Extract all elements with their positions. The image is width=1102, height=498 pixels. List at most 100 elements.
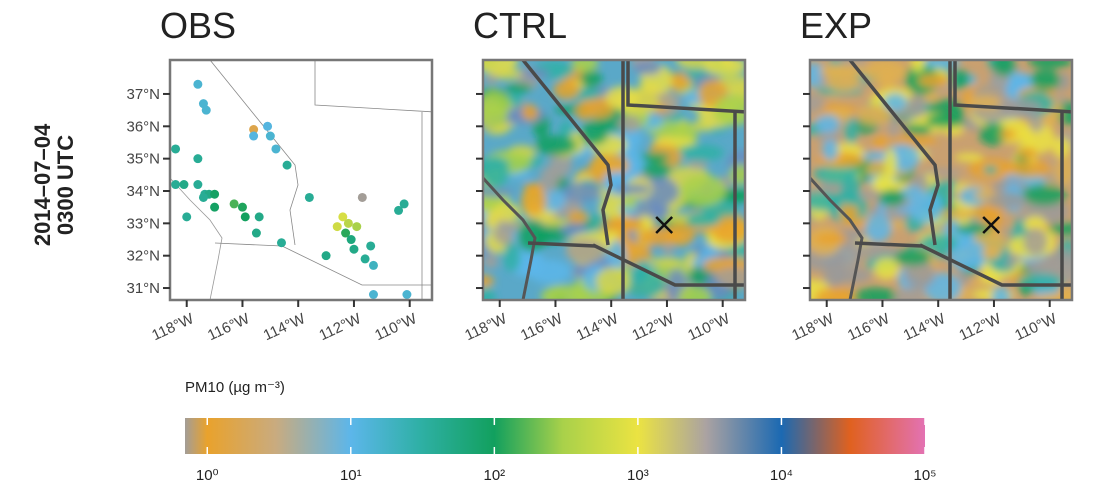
obs-point (402, 290, 412, 300)
field-blob (815, 114, 841, 134)
obs-point (394, 205, 404, 215)
field-blob (505, 83, 532, 93)
row-label: 0300 UTC (53, 135, 78, 235)
field-blob (483, 188, 515, 197)
field-blob (491, 68, 522, 80)
obs-point (368, 260, 378, 270)
field-blob (856, 104, 892, 126)
obs-point (171, 144, 181, 154)
field-blob (636, 202, 670, 218)
x-tick-label: 116°W (518, 310, 566, 344)
field-blob (558, 121, 574, 139)
field-blob (814, 287, 855, 300)
field-blob (483, 254, 499, 269)
obs-point (349, 244, 359, 254)
x-tick-label: 110°W (372, 310, 420, 344)
obs-point (193, 79, 203, 89)
field-blob (884, 148, 897, 179)
obs-point (182, 212, 192, 222)
field-blob (992, 60, 1016, 77)
field-blob (1048, 222, 1072, 235)
colorbar-tick-label: 10² (483, 467, 505, 484)
field-blob (1017, 273, 1064, 290)
coastline (170, 177, 223, 300)
field-blob (579, 70, 603, 88)
field-blob (908, 94, 926, 109)
obs-point (237, 202, 247, 212)
field-blob (535, 135, 577, 156)
field-blob (950, 70, 970, 89)
field-blob (567, 210, 589, 225)
obs-point (193, 154, 203, 164)
obs-point (193, 180, 203, 190)
field-blob (622, 197, 636, 209)
obs-point (240, 212, 250, 222)
field-blob (1005, 160, 1053, 178)
y-tick-label: 33°N (126, 215, 160, 232)
field-blob (910, 60, 926, 73)
obs-point (282, 160, 292, 170)
field-blob (925, 114, 966, 128)
x-tick-label: 114°W (574, 310, 622, 344)
map (810, 60, 1072, 300)
field-blob (904, 259, 936, 289)
x-tick-label: 116°W (205, 310, 253, 344)
obs-point (357, 192, 367, 202)
field-blob (571, 60, 599, 72)
field-blob (894, 249, 931, 266)
field-blob (565, 238, 606, 264)
field-blob (1024, 215, 1047, 233)
colorbar-tick-label: 10¹ (340, 467, 362, 484)
obs-point (254, 212, 264, 222)
obs-point (304, 192, 314, 202)
obs-point (171, 180, 181, 190)
field-blob (617, 115, 641, 133)
obs-point (346, 235, 356, 245)
field-blob (484, 209, 500, 229)
field-blob (662, 244, 675, 256)
site-marker (982, 216, 1001, 234)
state-border (279, 244, 432, 286)
field-blob (918, 73, 951, 88)
field-blob (483, 274, 495, 288)
colorbar-tick-label: 10⁵ (914, 467, 937, 484)
obs-point (343, 218, 353, 228)
colorbar-tick-label: 10⁰ (196, 467, 219, 484)
field-blob (1021, 184, 1067, 206)
panel-frame (481, 58, 747, 302)
field-blob (539, 166, 560, 193)
field-blob (971, 278, 984, 288)
field-blob (483, 159, 510, 168)
field-blob (810, 93, 825, 115)
field-blob (864, 214, 892, 243)
field-blob (547, 288, 568, 300)
field-blob (873, 257, 900, 280)
field-blob (1035, 293, 1071, 300)
x-tick-label: 112°W (630, 310, 678, 344)
obs-point (249, 131, 259, 141)
obs-point (366, 241, 376, 251)
obs-point (210, 202, 220, 212)
obs-point (368, 290, 378, 300)
field-blob (987, 192, 1027, 210)
x-tick-label: 110°W (1012, 310, 1060, 344)
field-blob (613, 184, 652, 195)
field-blob (651, 137, 695, 146)
field-blob (878, 189, 905, 207)
panel-title: EXP (800, 5, 872, 46)
field-blob (635, 152, 671, 162)
site-marker (655, 216, 674, 234)
y-tick-label: 34°N (126, 183, 160, 200)
field-blob (668, 72, 691, 90)
panel-title: OBS (160, 5, 236, 46)
panel-frame (808, 58, 1074, 302)
map (170, 60, 432, 300)
field-blob (853, 287, 899, 300)
obs-point (251, 228, 261, 238)
field-blob (1030, 69, 1061, 91)
obs-point (229, 199, 239, 209)
field-blob (844, 118, 859, 145)
colorbar (185, 418, 925, 454)
field-blob (954, 153, 984, 162)
